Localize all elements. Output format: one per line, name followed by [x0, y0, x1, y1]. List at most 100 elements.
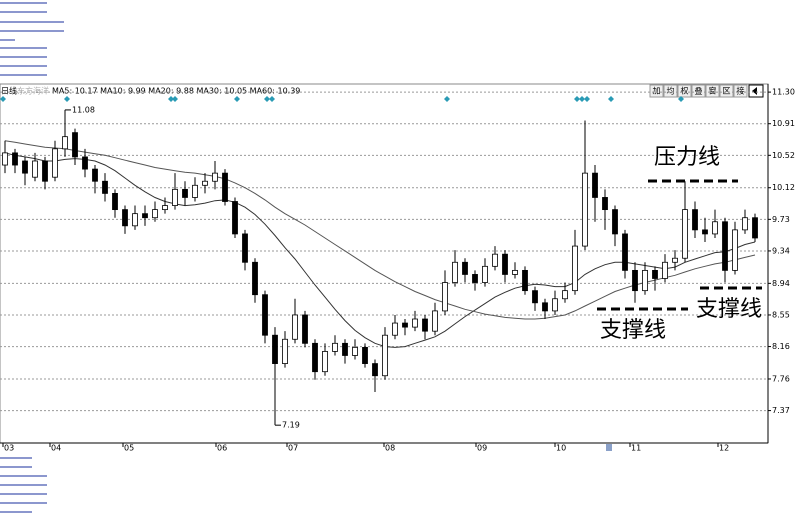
candle-body	[492, 253, 498, 267]
candle-body	[52, 148, 58, 178]
candle-body	[552, 298, 558, 312]
x-tick-label: 05	[124, 444, 134, 453]
toolbar-button	[733, 84, 748, 98]
x-tick-label: 04	[51, 444, 61, 453]
toolbar-button	[649, 84, 664, 98]
y-tick-label: 7.76	[772, 374, 790, 383]
candle-body	[582, 172, 588, 247]
candle-body	[732, 229, 738, 271]
candle-body	[352, 346, 358, 356]
y-tick-label: 7.37	[772, 406, 790, 415]
candle-body	[402, 322, 408, 328]
y-tick-label: 8.16	[772, 342, 790, 351]
candle-body	[112, 193, 118, 211]
candle-body	[562, 290, 568, 300]
ma-lines	[4, 140, 756, 348]
toolbar-button	[705, 84, 720, 98]
candle-body	[542, 302, 548, 312]
candle-body	[662, 261, 668, 279]
annotations: 压力线 支撑线 支撑线	[597, 145, 762, 343]
event-markers	[0, 96, 684, 102]
candle-body	[282, 338, 288, 364]
y-tick-label: 8.55	[772, 310, 790, 319]
candle-body	[642, 269, 648, 292]
candle-body	[142, 213, 148, 219]
y-tick-label: 11.30	[772, 88, 795, 97]
ma-line	[4, 140, 756, 320]
candle-body	[272, 334, 278, 364]
candle-body	[42, 160, 48, 182]
toolbar-button	[663, 84, 678, 98]
candle-body	[532, 290, 538, 304]
y-tick-label: 10.12	[772, 183, 795, 192]
toolbar-label: 窗	[709, 86, 717, 96]
y-tick-label: 10.52	[772, 151, 795, 160]
candle-body	[612, 209, 618, 235]
candle-body	[482, 265, 488, 283]
toolbar-button	[719, 84, 734, 98]
toolbar-label: 接	[737, 86, 745, 96]
candle-body	[462, 261, 468, 275]
toolbar-button	[677, 84, 692, 98]
y-tick-label: 9.73	[772, 215, 790, 224]
candle-body	[422, 318, 428, 332]
candle-body	[232, 201, 238, 235]
ma-line	[4, 152, 756, 348]
candle-body	[212, 172, 218, 182]
stock-name: 东方海洋	[17, 86, 49, 96]
indicator-text: MA5: 10.17 MA10: 9.99 MA20: 9.88 MA30: 1…	[52, 87, 300, 96]
candle-body	[522, 269, 528, 292]
candle-body	[242, 233, 248, 263]
candle-body	[712, 221, 718, 235]
candle-body	[332, 342, 338, 352]
toolbar-label: 区	[723, 87, 731, 96]
candle-body	[692, 209, 698, 231]
high-label: 11.08	[72, 105, 95, 114]
support-label: 支撑线	[600, 318, 666, 343]
candle-body	[32, 160, 38, 178]
candle-body	[412, 318, 418, 328]
candle-body	[202, 180, 208, 186]
candle-body	[162, 205, 168, 211]
y-tick-label: 10.91	[772, 119, 795, 128]
candle-body	[192, 184, 198, 198]
toolbar-label: 均	[667, 86, 675, 96]
candle-body	[122, 209, 128, 227]
candle-body	[262, 294, 268, 336]
toolbar-label: 权	[681, 86, 689, 96]
x-tick-label: 07	[288, 444, 298, 453]
resistance-label: 压力线	[654, 145, 720, 170]
candle-body	[72, 132, 78, 158]
low-label: 7.19	[282, 421, 300, 430]
candle-body	[592, 172, 598, 198]
cursor-marker	[606, 444, 612, 451]
candle-body	[472, 274, 478, 283]
support-label: 支撑线	[696, 297, 762, 322]
candle-body	[2, 152, 8, 166]
x-tick-label: 10	[556, 444, 566, 453]
candle-body	[172, 188, 178, 206]
plot-frame	[0, 83, 769, 444]
candle-body	[452, 261, 458, 283]
period-label: 日线	[1, 86, 17, 96]
candle-body	[222, 172, 228, 202]
bottom-left-links	[0, 457, 47, 513]
candle-body	[502, 253, 508, 275]
x-tick-label: 08	[385, 444, 395, 453]
toolbar: 加均权叠窗区接	[649, 84, 764, 98]
candle-body	[722, 221, 728, 271]
candle-body	[752, 217, 758, 239]
candle-body	[672, 257, 678, 263]
toolbar-arrow	[752, 87, 757, 95]
candle-body	[342, 342, 348, 356]
candle-body	[12, 152, 18, 166]
candle-body	[92, 168, 98, 182]
x-tick-label: 09	[477, 444, 487, 453]
candle-body	[392, 322, 398, 336]
candle-body	[102, 180, 108, 194]
candle-body	[682, 209, 688, 259]
candle-body	[622, 233, 628, 271]
candle-body	[512, 269, 518, 275]
candles	[2, 109, 758, 426]
